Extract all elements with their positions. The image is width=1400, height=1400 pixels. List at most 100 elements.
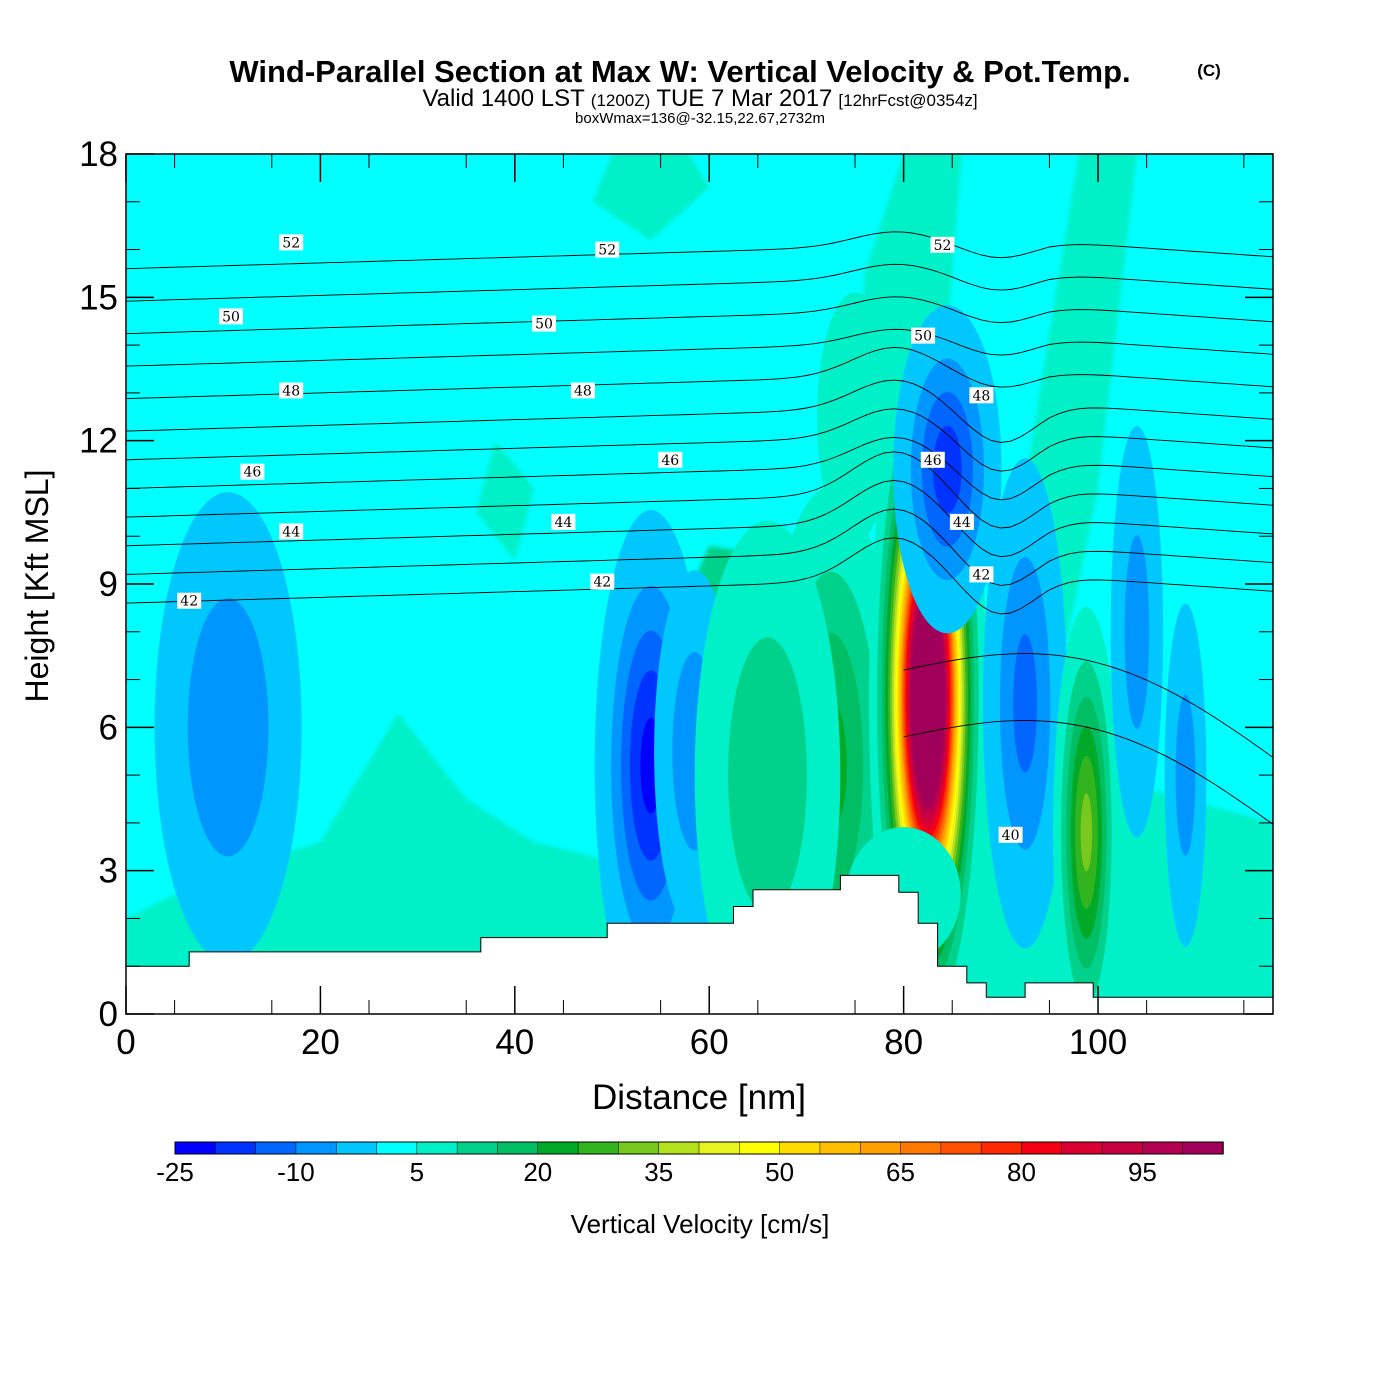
colorbar-swatch (537, 1141, 579, 1155)
theta-label: 52 (279, 234, 304, 251)
box-info: boxWmax=136@-32.15,22.67,2732m (575, 110, 825, 127)
theta-50 (126, 328, 1273, 367)
colorbar-swatch (295, 1141, 337, 1155)
theta-label-text: 44 (554, 515, 572, 531)
w-level (933, 425, 962, 513)
y-tick-label: 18 (79, 135, 118, 174)
theta-label-text: 48 (574, 384, 592, 400)
y-tick-label: 12 (79, 422, 118, 461)
w-cell (1110, 426, 1164, 838)
theta-label-bg (969, 387, 994, 404)
theta-label: 44 (949, 513, 974, 531)
colorbar-swatch (1021, 1141, 1063, 1155)
theta-label-bg (532, 315, 556, 332)
w-cell (893, 305, 1002, 634)
axis-ticks (125, 153, 1273, 1015)
theta-label-bg (279, 523, 304, 540)
w-level (1080, 793, 1093, 872)
w-level (728, 637, 807, 913)
theta-label: 50 (219, 308, 243, 325)
theta-40 (903, 720, 1273, 825)
theta-label-text: 52 (934, 238, 952, 254)
theta-41 (903, 653, 1273, 758)
x-tick-label: 20 (301, 1023, 340, 1062)
theta-label: 52 (930, 236, 955, 254)
colorbar-swatch (779, 1141, 821, 1155)
theta-label: 48 (570, 382, 595, 400)
theta-label-bg (949, 513, 974, 530)
y-tick-label: 6 (99, 708, 118, 747)
colorbar-swatch (1101, 1141, 1144, 1155)
colorbar-swatch (658, 1141, 700, 1155)
theta-labels: 52 52 52 50 50 50 48 48 48 46 46 46 44 44 44 42 42 42 40 (177, 234, 1023, 844)
theta-label: 48 (279, 382, 304, 400)
axis-tick-labels: 0 20 40 60 80 100 0 3 6 9 12 15 18 (79, 135, 1127, 1062)
theta-label-bg (279, 234, 304, 251)
theta-label-bg (551, 513, 576, 530)
colorbar (174, 1141, 1224, 1155)
valid-time: Valid 1400 LST (1200Z) TUE 7 Mar 2017 [12hr… (422, 85, 977, 112)
theta-53 (126, 231, 1273, 270)
colorbar-swatch (456, 1141, 499, 1155)
colorbar-tick: 35 (644, 1157, 673, 1187)
theta-label-text: 46 (924, 453, 942, 469)
w-level (817, 292, 893, 542)
theta-label-text: 50 (222, 309, 240, 325)
theta-label-bg (969, 566, 994, 583)
colorbar-tick: 20 (523, 1157, 552, 1187)
colorbar-swatch (255, 1141, 297, 1155)
field-band-small (475, 440, 535, 561)
plot-area: 52 52 52 50 50 50 48 48 48 46 46 46 44 44 44 42 42 42 40 (126, 154, 1273, 1014)
theta-label: 46 (658, 451, 683, 469)
theta-label: 50 (532, 315, 556, 333)
w-cell (817, 292, 893, 542)
colorbar-swatch (497, 1141, 539, 1155)
theta-label-text: 40 (1002, 828, 1020, 844)
x-tick-label: 0 (116, 1023, 135, 1062)
colorbar-tick: -10 (277, 1157, 315, 1187)
theta-label: 44 (279, 523, 304, 540)
colorbar-swatch (819, 1141, 861, 1155)
colorbar-tick: 50 (765, 1157, 794, 1187)
theta-label-bg (595, 241, 620, 258)
theta-label-text: 50 (914, 329, 932, 345)
theta-label-text: 46 (661, 453, 679, 469)
colorbar-label: Vertical Velocity [cm/s] (571, 1209, 830, 1239)
theta-label: 42 (969, 566, 994, 583)
theta-52 (126, 263, 1273, 302)
theta-label-bg (279, 382, 304, 399)
x-axis-label: Distance [nm] (592, 1078, 806, 1117)
theta-label-bg (930, 236, 955, 253)
theta-label-text: 44 (953, 515, 971, 531)
theta-label: 48 (969, 387, 994, 404)
theta-label: 52 (595, 241, 620, 259)
colorbar-swatch (215, 1141, 257, 1155)
colorbar-tick: 80 (1007, 1157, 1036, 1187)
y-tick-label: 9 (99, 565, 118, 604)
theta-label-bg (177, 592, 202, 609)
colorbar-swatch (980, 1141, 1023, 1155)
colorbar-tick: 95 (1128, 1157, 1157, 1187)
x-tick-label: 60 (690, 1023, 729, 1062)
colorbar-swatch (174, 1141, 217, 1155)
theta-label-bg (219, 308, 243, 325)
colorbar-swatch (577, 1141, 620, 1155)
colorbar-swatch (859, 1141, 902, 1155)
w-level (187, 598, 269, 857)
colorbar-tick-labels: -25 -10 5 20 35 50 65 80 95 (156, 1157, 1157, 1187)
terrain (126, 874, 1273, 1014)
theta-label-text: 48 (972, 388, 990, 404)
colorbar-tick: -25 (156, 1157, 194, 1187)
w-level (1124, 535, 1150, 729)
y-tick-label: 0 (99, 995, 118, 1034)
colorbar-swatch (739, 1141, 781, 1155)
theta-label: 40 (998, 826, 1023, 844)
theta-51 (126, 296, 1273, 335)
w-cell (982, 458, 1068, 949)
colorbar-swatch (618, 1141, 660, 1155)
theta-label-text: 42 (180, 594, 198, 610)
theta-44 (126, 479, 1273, 558)
theta-43 (126, 508, 1273, 586)
theta-label: 42 (590, 573, 615, 591)
